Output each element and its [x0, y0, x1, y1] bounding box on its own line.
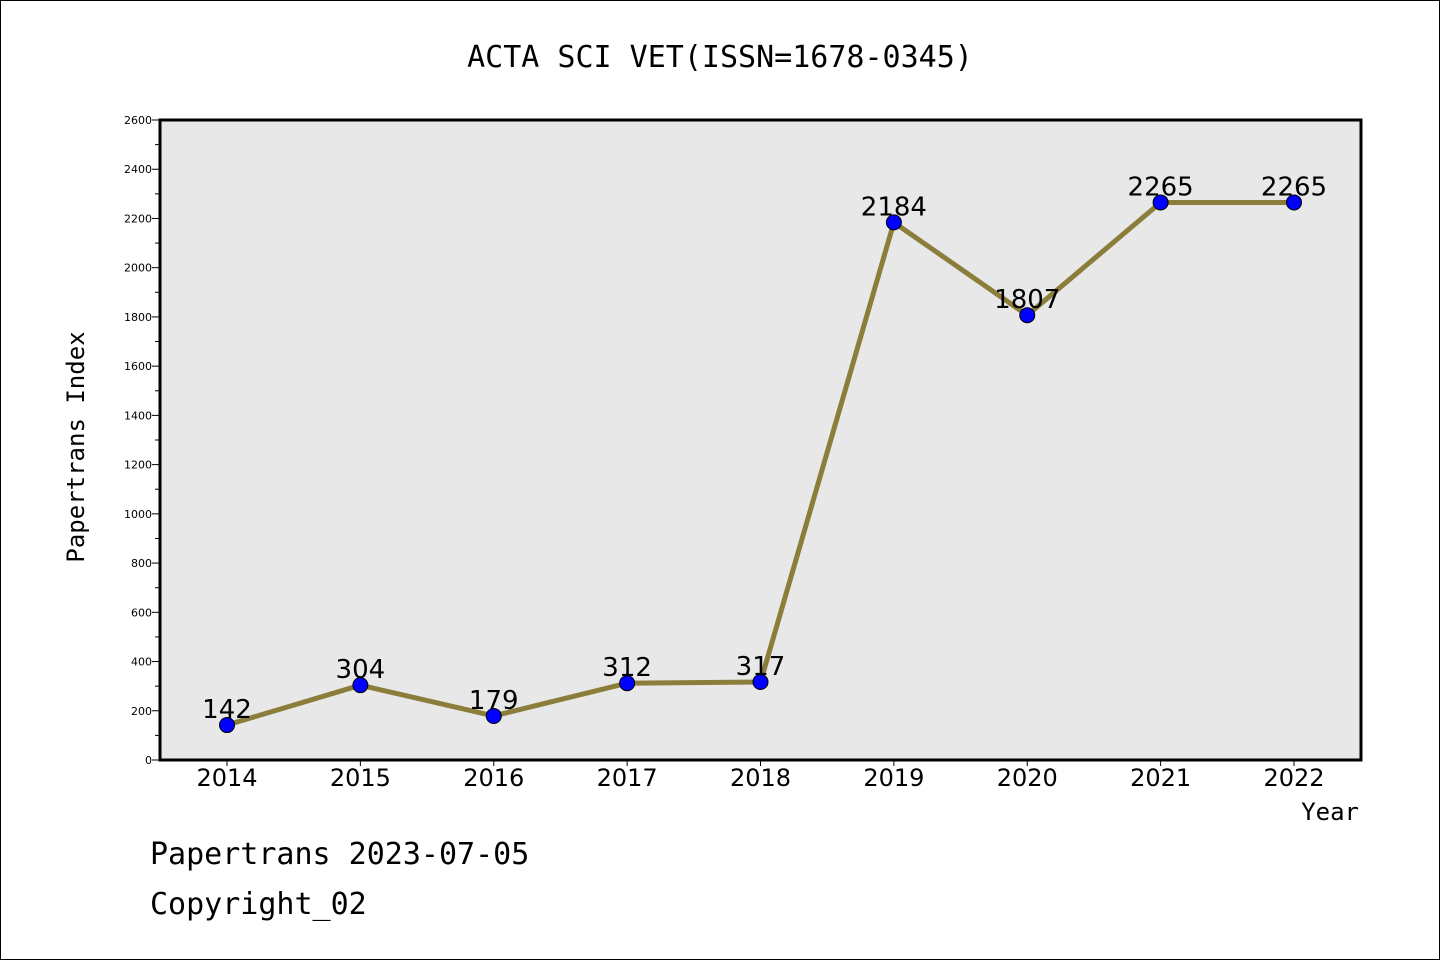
- x-tick-label: 2018: [730, 764, 791, 792]
- data-point: [485, 707, 502, 724]
- y-axis: 0 200 400 600 800 1000 1200 1400 1600 1800 2000 220…: [124, 114, 160, 767]
- data-label: 179: [469, 686, 519, 716]
- x-tick-label: 2019: [863, 764, 924, 792]
- y-tick-label: 2000: [124, 262, 152, 275]
- x-tick-label: 2017: [597, 764, 658, 792]
- data-label: 304: [336, 655, 386, 685]
- data-points: [219, 194, 1302, 734]
- y-tick-label: 800: [131, 557, 152, 570]
- x-tick-label: 2020: [997, 764, 1058, 792]
- data-label: 1807: [994, 285, 1060, 315]
- chart-title: ACTA SCI VET(ISSN=1678-0345): [467, 40, 973, 75]
- data-label: 312: [602, 653, 652, 683]
- data-point: [219, 717, 235, 734]
- data-point: [1152, 194, 1169, 211]
- y-tick-label: 1600: [124, 360, 152, 373]
- x-axis-label: Year: [1301, 798, 1359, 826]
- x-tick-label: 2014: [196, 764, 257, 792]
- footer-copyright: Copyright_02: [150, 887, 367, 922]
- y-tick-label: 600: [131, 606, 152, 619]
- data-label: 142: [202, 695, 252, 725]
- y-tick-label: 1200: [124, 459, 152, 472]
- x-tick-label: 2016: [463, 764, 524, 792]
- y-tick-label: 2400: [124, 163, 152, 176]
- y-tick-label: 1800: [124, 311, 152, 324]
- data-point: [752, 673, 769, 690]
- data-label: 317: [736, 652, 786, 682]
- y-tick-label: 2200: [124, 212, 152, 225]
- data-point: [1019, 307, 1036, 324]
- x-tick-label: 2015: [330, 764, 391, 792]
- y-tick-label: 1400: [124, 409, 152, 422]
- y-tick-label: 0: [145, 754, 152, 767]
- data-label: 2265: [1128, 172, 1194, 202]
- x-tick-label: 2021: [1130, 764, 1191, 792]
- data-point: [352, 677, 369, 694]
- footer-source: Papertrans 2023-07-05: [150, 837, 529, 872]
- y-tick-label: 400: [131, 656, 152, 669]
- y-tick-label: 1000: [124, 508, 152, 521]
- x-axis: 2014 2015 2016 2017 2018 2019 2020 2021 2022: [196, 760, 1325, 792]
- plot-area: [158, 118, 1363, 762]
- data-labels: 142 304 179 312 317 2184 1807 2265 2265: [202, 172, 1327, 725]
- data-point: [885, 214, 902, 231]
- data-point: [619, 675, 636, 692]
- data-label: 2265: [1261, 172, 1327, 202]
- x-tick-label: 2022: [1263, 764, 1324, 792]
- y-tick-label: 200: [131, 705, 152, 718]
- data-point: [1286, 194, 1302, 211]
- data-label: 2184: [861, 192, 927, 222]
- y-tick-label: 2600: [124, 114, 152, 127]
- y-axis-label: Papertrans Index: [62, 331, 90, 562]
